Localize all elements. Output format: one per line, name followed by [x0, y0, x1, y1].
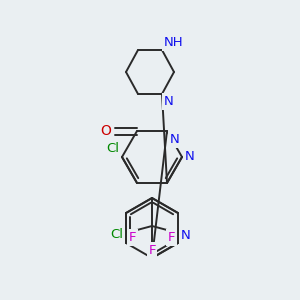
Text: N: N	[170, 133, 180, 146]
Text: Cl: Cl	[106, 142, 119, 155]
Text: NH: NH	[164, 36, 184, 49]
Text: N: N	[185, 151, 195, 164]
Text: F: F	[128, 231, 136, 244]
Text: Cl: Cl	[110, 228, 123, 241]
Text: N: N	[181, 229, 191, 242]
Text: N: N	[170, 133, 180, 146]
Text: F: F	[168, 231, 176, 244]
Text: Cl: Cl	[106, 142, 119, 155]
Text: N: N	[185, 151, 195, 164]
Text: N: N	[181, 229, 191, 242]
Text: O: O	[100, 124, 111, 138]
Text: F: F	[168, 231, 176, 244]
Text: Cl: Cl	[110, 228, 123, 241]
Text: N: N	[164, 95, 174, 108]
Text: F: F	[148, 244, 156, 257]
Text: F: F	[128, 231, 136, 244]
Text: N: N	[164, 95, 174, 108]
Text: O: O	[100, 124, 111, 138]
Text: F: F	[148, 244, 156, 257]
Text: NH: NH	[164, 36, 184, 49]
